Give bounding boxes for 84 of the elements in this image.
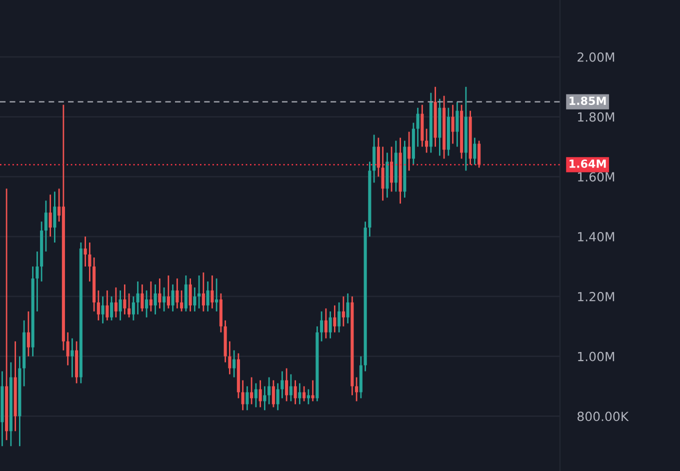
candlestick bbox=[88, 242, 92, 282]
candlestick bbox=[66, 332, 70, 366]
candlestick bbox=[390, 146, 394, 192]
candlestick bbox=[184, 274, 188, 312]
y-tick-label: 1.00M bbox=[578, 352, 614, 362]
candlestick bbox=[188, 278, 192, 312]
candlestick bbox=[202, 272, 205, 312]
candlestick bbox=[285, 368, 288, 402]
ref-line-label: 1.85M bbox=[570, 96, 606, 106]
candlestick bbox=[206, 280, 210, 312]
candlestick bbox=[376, 137, 380, 178]
candlestick bbox=[36, 250, 39, 312]
candlestick bbox=[263, 386, 266, 411]
candlestick bbox=[289, 374, 292, 402]
candlestick bbox=[101, 296, 104, 324]
candlestick bbox=[145, 290, 148, 318]
candlestick bbox=[128, 292, 131, 318]
candlestick bbox=[136, 280, 140, 316]
candlestick bbox=[328, 310, 332, 340]
candlestick bbox=[162, 286, 166, 312]
candlestick bbox=[232, 350, 236, 378]
candlestick bbox=[333, 304, 336, 334]
candlestick bbox=[53, 190, 56, 244]
candlestick bbox=[478, 140, 481, 168]
candlestick bbox=[276, 382, 280, 411]
candlestick bbox=[250, 376, 254, 405]
candlestick bbox=[198, 274, 201, 310]
y-tick-label: 800.00K bbox=[578, 412, 629, 422]
y-tick-label: 1.80M bbox=[578, 112, 614, 122]
candlestick bbox=[215, 278, 218, 312]
y-tick-label: 2.00M bbox=[578, 52, 614, 62]
candlestick bbox=[176, 278, 179, 310]
candlestick bbox=[166, 274, 170, 310]
candlestick bbox=[425, 128, 428, 154]
candlestick bbox=[154, 284, 157, 316]
candlestick bbox=[268, 376, 271, 405]
candlestick bbox=[338, 302, 341, 334]
candlestick bbox=[158, 278, 162, 310]
candlestick bbox=[302, 386, 306, 402]
ref-line-label: 1.64M bbox=[570, 160, 606, 168]
candlestick bbox=[451, 104, 454, 144]
candlestick bbox=[280, 370, 284, 399]
candlestick bbox=[456, 101, 459, 148]
candlestick bbox=[44, 200, 48, 252]
candlestick bbox=[324, 308, 328, 340]
candlestick bbox=[416, 107, 420, 148]
candlestick bbox=[320, 310, 324, 342]
candlestick bbox=[355, 376, 358, 402]
candlestick bbox=[149, 280, 152, 312]
candlestick bbox=[118, 290, 122, 322]
candlestick bbox=[96, 290, 100, 322]
candlestick bbox=[241, 380, 244, 411]
candlestick bbox=[123, 284, 126, 316]
y-tick-label: 1.40M bbox=[578, 232, 614, 242]
candlestick bbox=[171, 284, 174, 312]
candlestick bbox=[294, 380, 297, 405]
candlestick bbox=[193, 286, 196, 312]
candlestick bbox=[342, 296, 345, 328]
candlestick bbox=[26, 310, 30, 358]
candlestick bbox=[48, 194, 52, 238]
candlestick bbox=[298, 382, 302, 405]
candlestick bbox=[84, 236, 87, 268]
candlestick bbox=[306, 388, 310, 405]
candlestick bbox=[210, 274, 214, 310]
candlestick bbox=[346, 292, 350, 324]
candlestick bbox=[106, 290, 109, 322]
candlestick bbox=[272, 380, 275, 408]
candlestick bbox=[140, 284, 144, 312]
candlestick bbox=[381, 146, 384, 202]
candlestick bbox=[110, 296, 114, 322]
y-tick-label: 1.20M bbox=[578, 292, 614, 302]
candlestick bbox=[408, 131, 411, 172]
candlestick bbox=[372, 134, 376, 184]
candlestick bbox=[254, 382, 258, 408]
candlestick bbox=[70, 338, 74, 378]
candlestick bbox=[132, 296, 135, 322]
candlestick bbox=[180, 290, 184, 312]
y-tick-label: 1.60M bbox=[578, 172, 614, 182]
candlestick bbox=[228, 340, 232, 375]
candlestick bbox=[114, 286, 118, 318]
candlestick bbox=[473, 137, 476, 166]
candlestick bbox=[311, 380, 314, 402]
candlestick bbox=[246, 386, 249, 411]
candlestick bbox=[258, 380, 262, 408]
